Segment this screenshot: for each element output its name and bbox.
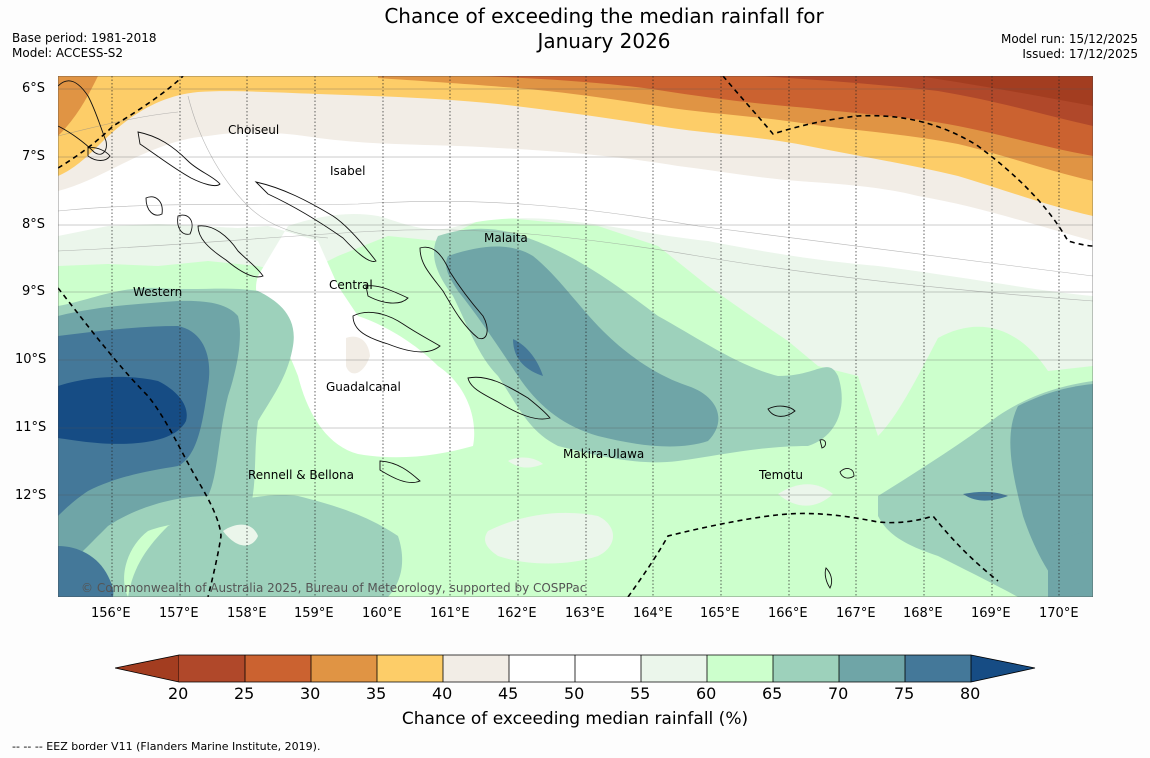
lon-label-157e: 157°E <box>159 606 199 621</box>
label-makira: Makira-Ulawa <box>563 447 644 461</box>
band-lt-20 <box>918 76 1093 106</box>
lat-label-8s: 8°S <box>22 217 46 232</box>
colorbar-bin-40-45 <box>443 655 509 682</box>
colorbar-bin-25-30 <box>245 655 311 682</box>
band-75-80-east <box>963 491 1008 501</box>
label-choiseul: Choiseul <box>228 123 279 137</box>
band-55-60-south3 <box>223 524 258 546</box>
colorbar-tick-40: 40 <box>432 684 453 703</box>
copyright-notice: © Commonwealth of Australia 2025, Bureau… <box>81 581 586 595</box>
label-isabel: Isabel <box>330 164 365 178</box>
issued-date: Issued: 17/12/2025 <box>1022 47 1138 61</box>
colorbar-tick-45: 45 <box>498 684 519 703</box>
colorbar-bin-50-55 <box>575 655 641 682</box>
band-25-30 <box>478 76 1093 156</box>
place-labels: Choiseul Isabel Malaita Western Central … <box>133 123 803 482</box>
colorbar-tick-75: 75 <box>894 684 915 703</box>
lon-label-156e: 156°E <box>91 606 131 621</box>
band-30-35-west <box>58 76 98 136</box>
lat-label-11s: 11°S <box>15 420 47 435</box>
eez-footnote: -- -- -- EEZ border V11 (Flanders Marine… <box>12 740 321 753</box>
colorbar-tick-20: 20 <box>168 684 189 703</box>
colorbar-tick-70: 70 <box>828 684 849 703</box>
band-75-80-sw <box>58 546 114 597</box>
map-title: Chance of exceeding the median rainfall … <box>0 4 1150 54</box>
lon-label-168e: 168°E <box>903 606 943 621</box>
colorbar-tick-60: 60 <box>696 684 717 703</box>
band-55-60-south1 <box>485 512 613 564</box>
colorbar-tick-35: 35 <box>366 684 387 703</box>
band-75-80-malaita <box>513 339 543 376</box>
map-title-line1: Chance of exceeding the median rainfall … <box>384 4 824 28</box>
colorbar-tick-65: 65 <box>762 684 783 703</box>
lon-label-166e: 166°E <box>768 606 808 621</box>
lat-label-9s: 9°S <box>22 284 46 299</box>
label-central: Central <box>329 278 373 292</box>
eez-border <box>58 76 1093 597</box>
meta-right: Model run: 15/12/2025 Issued: 17/12/2025 <box>1001 32 1138 62</box>
lon-label-160e: 160°E <box>362 606 402 621</box>
lat-label-7s: 7°S <box>22 149 46 164</box>
colorbar-bin-55-60 <box>641 655 707 682</box>
label-temotu: Temotu <box>758 468 803 482</box>
colorbar-tick-25: 25 <box>234 684 255 703</box>
lon-label-162e: 162°E <box>497 606 537 621</box>
lon-label-159e: 159°E <box>294 606 334 621</box>
map-title-line2: January 2026 <box>537 29 671 53</box>
band-40-45-guad <box>346 336 370 374</box>
band-gt-80 <box>58 376 187 444</box>
colorbar-bin-45-50 <box>509 655 575 682</box>
rainfall-map: Choiseul Isabel Malaita Western Central … <box>58 76 1093 597</box>
colorbar-bin-60-65 <box>707 655 773 682</box>
model-run: Model run: 15/12/2025 <box>1000 32 1138 46</box>
colorbar-tick-55: 55 <box>630 684 651 703</box>
band-65-70-south <box>128 495 403 597</box>
meta-left: Base period: 1981-2018 Model: ACCESS-S2 <box>12 31 157 61</box>
colorbar-bin-30-35 <box>311 655 377 682</box>
lon-label-158e: 158°E <box>227 606 267 621</box>
lat-label-6s: 6°S <box>22 81 46 96</box>
colorbar-bin-35-40 <box>377 655 443 682</box>
colorbar-extend-high <box>970 654 1036 683</box>
colorbar-bin-65-70 <box>773 655 839 682</box>
lon-label-161e: 161°E <box>430 606 470 621</box>
lon-label-164e: 164°E <box>633 606 673 621</box>
colorbar-tick-30: 30 <box>300 684 321 703</box>
lat-label-10s: 10°S <box>15 352 47 367</box>
colorbar <box>115 654 1036 683</box>
label-rennell: Rennell & Bellona <box>248 468 354 482</box>
lon-label-165e: 165°E <box>700 606 740 621</box>
colorbar-label: Chance of exceeding median rainfall (%) <box>401 709 749 729</box>
model-name: Model: ACCESS-S2 <box>12 46 124 60</box>
band-70-75-central <box>446 246 719 447</box>
lon-label-170e: 170°E <box>1039 606 1079 621</box>
base-period: Base period: 1981-2018 <box>12 31 157 45</box>
band-55-60-south4 <box>508 457 543 468</box>
colorbar-extend-low <box>115 654 180 683</box>
colorbar-tick-80: 80 <box>960 684 981 703</box>
colorbar-bin-20-25 <box>179 655 245 682</box>
label-western: Western <box>133 285 182 299</box>
label-guadalcanal: Guadalcanal <box>326 380 401 394</box>
lon-label-167e: 167°E <box>836 606 876 621</box>
lat-label-12s: 12°S <box>15 488 47 503</box>
islands <box>58 80 855 589</box>
colorbar-bin-75-80 <box>905 655 971 682</box>
lon-label-169e: 169°E <box>971 606 1011 621</box>
colorbar-tick-50: 50 <box>564 684 585 703</box>
colorbar-bin-70-75 <box>839 655 905 682</box>
label-malaita: Malaita <box>484 231 528 245</box>
lon-label-163e: 163°E <box>565 606 605 621</box>
